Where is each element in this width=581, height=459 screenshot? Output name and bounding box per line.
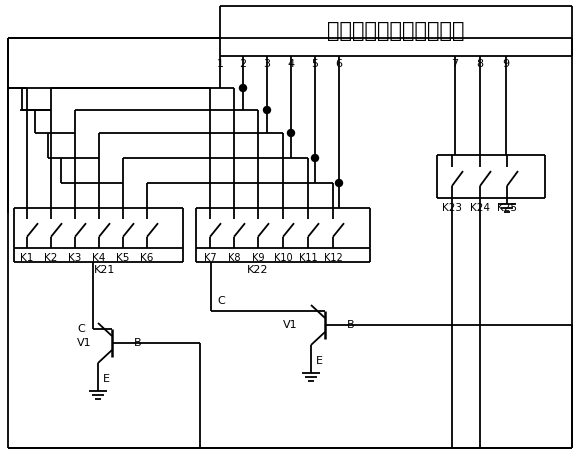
Text: K21: K21: [94, 265, 116, 275]
Text: K23: K23: [442, 203, 462, 213]
Text: 9: 9: [503, 59, 510, 69]
Text: K6: K6: [141, 253, 154, 263]
Text: K8: K8: [228, 253, 241, 263]
Text: 4: 4: [288, 59, 295, 69]
Text: K24: K24: [470, 203, 490, 213]
Text: K4: K4: [92, 253, 106, 263]
Circle shape: [264, 106, 271, 113]
Text: C: C: [77, 324, 85, 334]
Text: E: E: [102, 374, 109, 384]
Text: 8: 8: [476, 59, 483, 69]
Text: K5: K5: [116, 253, 130, 263]
Text: E: E: [315, 356, 322, 366]
Circle shape: [288, 129, 295, 136]
Text: V1: V1: [283, 320, 297, 330]
Text: K10: K10: [274, 253, 292, 263]
Text: 7: 7: [451, 59, 458, 69]
Text: 5: 5: [311, 59, 318, 69]
Text: 2: 2: [239, 59, 246, 69]
Text: K3: K3: [69, 253, 82, 263]
Text: K9: K9: [252, 253, 264, 263]
Text: K25: K25: [497, 203, 517, 213]
Circle shape: [335, 179, 343, 186]
Circle shape: [239, 84, 246, 91]
Circle shape: [311, 155, 318, 162]
Text: 数据计算及波形编制电路: 数据计算及波形编制电路: [327, 21, 465, 41]
Text: B: B: [134, 338, 142, 348]
Text: K22: K22: [248, 265, 269, 275]
Text: 6: 6: [335, 59, 343, 69]
Text: V1: V1: [77, 338, 91, 348]
Text: K1: K1: [20, 253, 34, 263]
Text: 3: 3: [264, 59, 271, 69]
Text: K12: K12: [324, 253, 342, 263]
Text: K2: K2: [44, 253, 58, 263]
Text: 1: 1: [217, 59, 224, 69]
Text: C: C: [217, 296, 225, 306]
Text: B: B: [347, 320, 355, 330]
Text: K7: K7: [204, 253, 216, 263]
Text: K11: K11: [299, 253, 317, 263]
